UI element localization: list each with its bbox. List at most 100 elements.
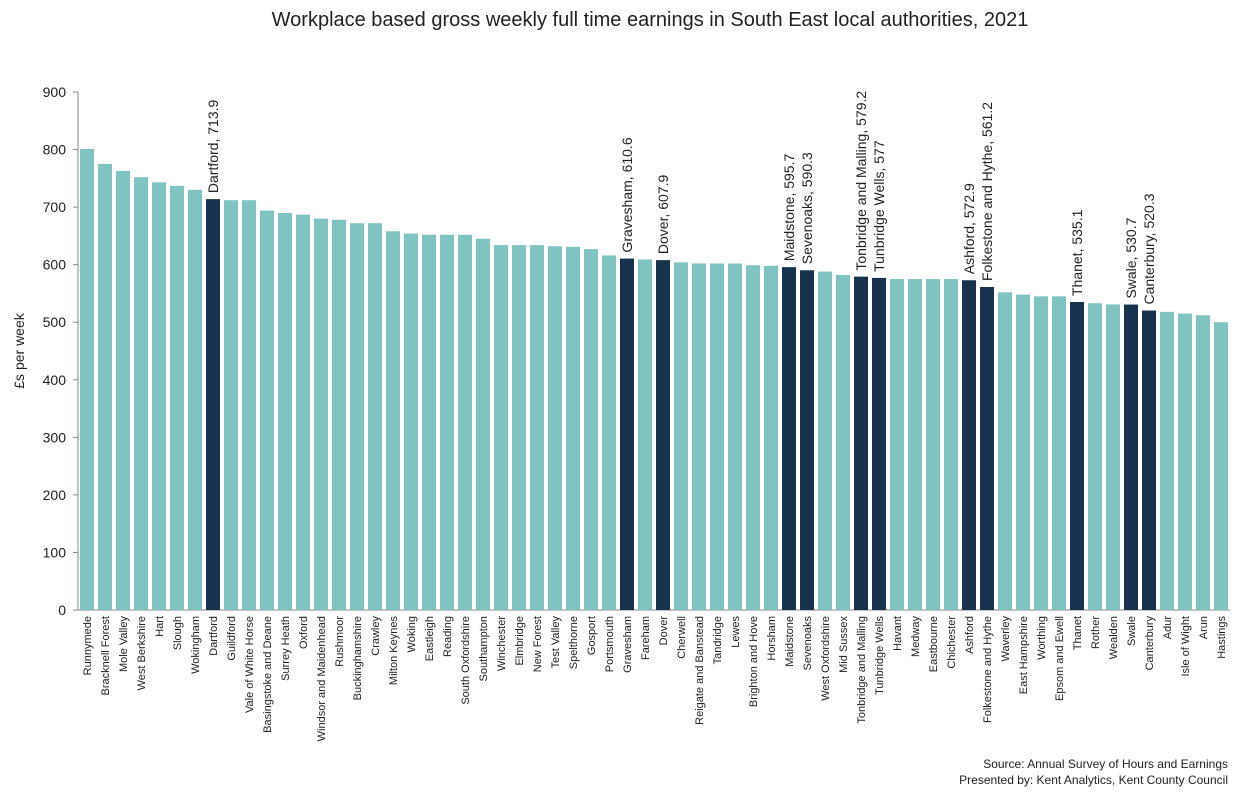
y-tick-label: 900 [43,84,67,100]
bar [1052,296,1066,610]
value-label: Ashford, 572.9 [961,183,977,274]
value-label: Sevenoaks, 590.3 [799,152,815,264]
bar [188,189,202,610]
x-tick-label: Vale of White Horse [244,616,256,713]
x-tick-label: Maidstone [784,616,796,667]
bar [746,265,760,610]
bar [332,219,346,611]
x-tick-label: Winchester [496,616,508,671]
bar [404,233,418,610]
x-tick-label: Milton Keynes [388,616,400,686]
bar [314,218,328,610]
x-tick-label: Waverley [1000,616,1012,662]
x-tick-label: Canterbury [1144,616,1156,671]
value-label: Tunbridge Wells, 577 [871,140,887,272]
x-tick-label: Wokingham [190,616,202,674]
x-tick-label: Basingstoke and Deane [262,616,274,733]
x-tick-label: Oxford [298,616,310,649]
bar [368,223,382,610]
x-tick-label: Havant [892,616,904,651]
bar [674,262,688,610]
value-label: Thanet, 535.1 [1069,209,1085,296]
bar [494,245,508,610]
bar [602,255,616,611]
x-tick-label: Adur [1162,616,1174,640]
bar [566,246,580,610]
presented-by: Presented by: Kent Analytics, Kent Count… [959,773,1228,787]
bar [512,245,526,610]
bar [656,260,670,610]
y-axis-label: £s per week [11,312,27,388]
y-tick-label: 600 [43,257,67,273]
value-label: Dover, 607.9 [655,175,671,255]
bar [242,200,256,610]
x-tick-label: Elmbridge [514,616,526,666]
y-tick-label: 800 [43,142,67,158]
bar [1070,302,1084,610]
value-label: Canterbury, 520.3 [1141,193,1157,304]
bar [1214,322,1228,610]
value-label: Folkestone and Hythe, 561.2 [979,102,995,281]
bar [728,263,742,610]
bar [1106,304,1120,610]
bar [710,263,724,610]
x-tick-label: Reading [442,616,454,657]
x-tick-label: Wealden [1108,616,1120,659]
x-tick-label: Isle of Wight [1180,616,1192,677]
x-tick-label: Chichester [946,616,958,669]
x-tick-label: Brighton and Hove [748,616,760,707]
y-tick-label: 0 [58,602,66,618]
x-tick-label: Swale [1126,616,1138,646]
x-tick-label: Crawley [370,616,382,656]
bar [260,210,274,610]
source: Source: Annual Survey of Hours and Earni… [983,757,1228,771]
bar [1016,294,1030,610]
bar [872,277,886,610]
x-tick-label: Eastleigh [424,616,436,661]
bar [1034,296,1048,610]
bar [692,263,706,610]
bar [476,238,490,610]
bar [620,258,634,610]
x-tick-label: Tandridge [712,616,724,664]
bar [1160,311,1174,610]
x-tick-label: Dartford [208,616,220,656]
x-tick-label: Woking [406,616,418,652]
bar [134,177,148,610]
x-tick-label: Tonbridge and Malling [856,616,868,724]
bar [1088,303,1102,610]
bar [98,163,112,610]
bar [980,286,994,610]
bar [764,265,778,610]
y-tick-label: 200 [43,487,67,503]
bar [638,259,652,610]
bar [548,246,562,610]
x-tick-label: Tunbridge Wells [874,616,886,695]
y-tick-label: 300 [43,429,67,445]
bar [1196,315,1210,610]
x-tick-label: Hart [154,616,166,637]
x-tick-label: Mole Valley [118,616,130,673]
x-tick-label: Runnymede [82,616,94,675]
value-label: Gravesham, 610.6 [619,137,635,252]
bar [458,234,472,610]
bar [422,234,436,610]
x-tick-label: Test Valley [550,616,562,669]
bar [1124,304,1138,610]
value-label: Tonbridge and Malling, 579.2 [853,91,869,271]
x-tick-label: Arun [1198,616,1210,639]
bar [926,279,940,610]
x-tick-label: Bracknell Forest [100,616,112,695]
x-tick-label: Gravesham [622,616,634,673]
x-tick-label: Mid Sussex [838,616,850,673]
x-tick-label: Portsmouth [604,616,616,672]
bar [818,271,832,610]
x-tick-label: Southampton [478,616,490,681]
bar [386,231,400,611]
bar [80,148,94,611]
x-tick-label: Rushmoor [334,616,346,667]
bar [584,249,598,611]
x-tick-label: Slough [172,616,184,650]
x-tick-label: Buckinghamshire [352,616,364,700]
